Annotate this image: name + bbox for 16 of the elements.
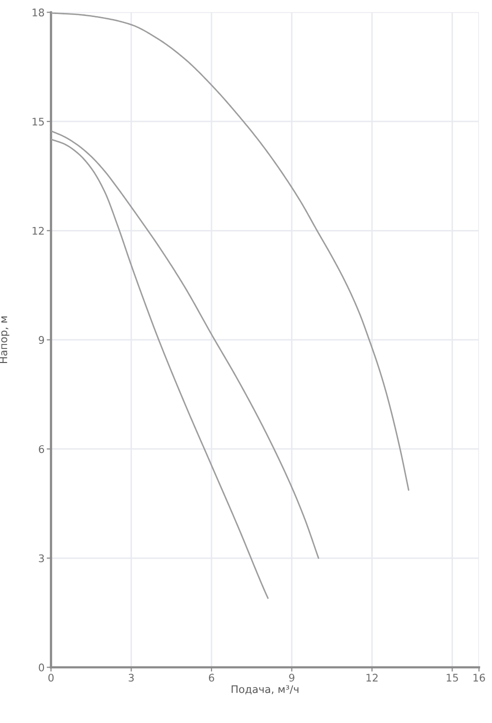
x-axis-title: Подача, м³/ч bbox=[232, 685, 298, 694]
x-tick-label: 15 bbox=[446, 674, 458, 682]
y-tick-label: 3 bbox=[38, 554, 44, 562]
y-tick-label: 15 bbox=[32, 118, 44, 126]
x-tick-label: 0 bbox=[48, 674, 54, 682]
x-tick-label: 16 bbox=[474, 674, 485, 682]
x-tick-label: 6 bbox=[208, 674, 214, 682]
y-tick-label: 0 bbox=[38, 664, 44, 672]
x-tick-label: 12 bbox=[366, 674, 378, 682]
y-tick-label: 18 bbox=[32, 8, 44, 16]
x-tick-label: 9 bbox=[289, 674, 294, 682]
y-tick-label: 12 bbox=[32, 226, 44, 235]
y-tick-label: 6 bbox=[38, 445, 44, 454]
x-tick-label: 3 bbox=[128, 674, 134, 682]
y-axis-title: Напор, м bbox=[0, 316, 10, 364]
y-tick-label: 9 bbox=[38, 336, 44, 344]
